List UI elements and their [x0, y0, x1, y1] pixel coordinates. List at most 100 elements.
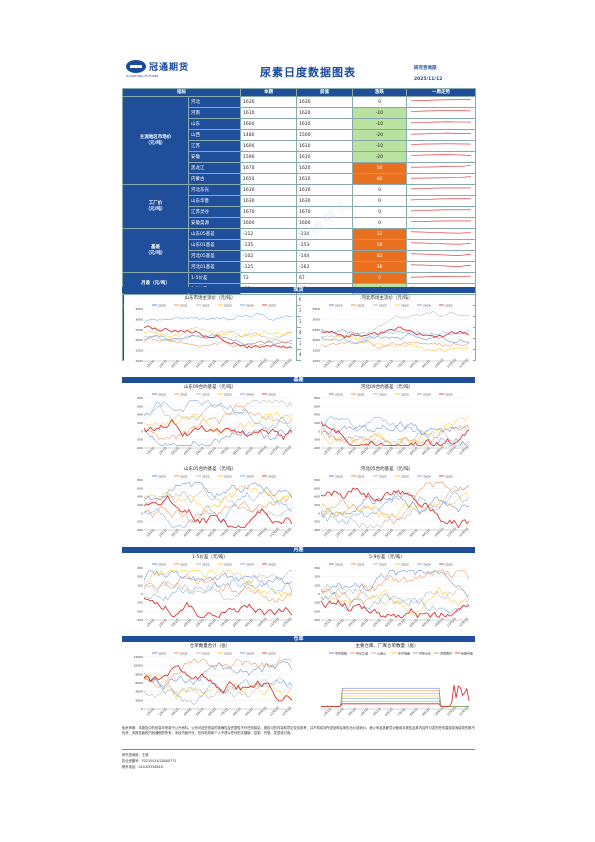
table-row: 月差（元/吨） 1-5价差 72 67 5: [122, 272, 476, 295]
row-label: 山东05基差: [188, 228, 241, 240]
x-tick-label: 7月1日: [397, 618, 407, 628]
row-label: 河南: [188, 107, 241, 119]
series-line: [321, 684, 470, 707]
sparkline-path: [410, 242, 472, 245]
legend-label: 2023: [401, 303, 409, 307]
sparkline: [410, 264, 472, 267]
x-tick-label: 8月1日: [232, 618, 242, 628]
x-tick-label: 4月1日: [183, 618, 193, 628]
legend-label: 2025: [268, 651, 276, 655]
x-tick-label: 3月1日: [170, 528, 180, 538]
x-tick-label: 9月1日: [421, 618, 431, 628]
x-tick-label: 9月1日: [421, 528, 431, 538]
chart-svg: 2020 2021 2022 2023 2024 2025 3500 3000 2500 2000…: [312, 303, 469, 368]
x-tick-label: 12月1日: [281, 617, 292, 628]
series-line: [320, 425, 469, 446]
legend-label: 2021: [180, 392, 188, 396]
table-row: 江苏灵谷 1670 1670 0: [123, 206, 476, 218]
table-row: 江苏 1600 1610 -10: [123, 140, 476, 152]
row-label: 山东华鲁: [188, 195, 241, 207]
x-tick-label: 10月1日: [434, 617, 445, 628]
current-value: 1630: [240, 96, 297, 108]
previous-value: 1610: [296, 184, 353, 196]
sparkline: [410, 209, 471, 212]
chart-svg: 2020 2021 2022 2023 2024 2025 12000 10000 8000 60…: [133, 651, 293, 717]
current-value: 1670: [240, 206, 297, 218]
y-tick-label: 6000: [135, 681, 143, 685]
series-line: [320, 416, 470, 446]
y-tick-label: 2000: [135, 698, 143, 702]
series-line: [143, 400, 293, 431]
x-tick-label: 2月1日: [158, 359, 168, 369]
section-band-spread: 月差: [122, 547, 475, 553]
series-line: [143, 673, 293, 700]
x-tick-label: 4月1日: [183, 707, 193, 717]
series-line: [320, 570, 470, 597]
contact-phone: 联系电话：010-85356618: [122, 765, 163, 769]
x-tick-label: 8月1日: [409, 446, 419, 456]
x-tick-label: 8月1日: [232, 707, 242, 717]
trend-cell: [406, 250, 476, 262]
x-tick-label: 10月1日: [257, 617, 268, 628]
series-line: [320, 486, 470, 528]
current-value: 1610: [240, 184, 297, 196]
previous-value: 1620: [296, 162, 353, 174]
legend-label: 2023: [224, 651, 232, 655]
legend-label: 2025: [268, 562, 276, 566]
x-tick-label: 6月1日: [384, 528, 394, 538]
x-tick-label: 11月1日: [269, 527, 280, 538]
chart-title: 山东09合约基差（元/吨）: [183, 385, 237, 390]
y-tick-label: 0: [141, 707, 143, 711]
y-tick-label: 600: [137, 486, 143, 490]
series-line: [143, 659, 293, 688]
sparkline-path: [410, 220, 471, 222]
x-tick-label: 4月1日: [183, 446, 193, 456]
change-value: 0: [352, 217, 407, 229]
legend-label: 河南晋开: [440, 650, 452, 655]
y-tick-label: 1000: [135, 359, 143, 363]
sparkline-path: [410, 176, 472, 179]
sparkline-path: [410, 121, 472, 124]
chart-title: 主要仓库、厂库仓单数量（张）: [355, 644, 419, 649]
x-tick-label: 1月1日: [146, 528, 156, 538]
sparkline: [410, 253, 472, 256]
legend-label: 东平瑞星: [398, 650, 410, 655]
legend-label: 2020: [158, 392, 166, 396]
change-value: 0: [352, 184, 407, 196]
previous-value: 1610: [296, 118, 353, 130]
x-tick-label: 5月1日: [372, 446, 382, 456]
y-tick-label: 800: [137, 478, 143, 482]
group-label: 基差 （元/吨）: [122, 228, 189, 273]
legend-label: 2025: [445, 392, 453, 396]
row-label: 山东: [188, 118, 241, 130]
sparkline: [410, 242, 472, 245]
legend-label: 2020: [158, 474, 166, 478]
y-tick-label: 0: [318, 511, 320, 515]
x-tick-label: 9月1日: [244, 618, 254, 628]
y-tick-label: -200: [313, 438, 320, 442]
x-tick-label: 6月1日: [384, 618, 394, 628]
row-label: 黑龙江: [188, 162, 241, 174]
sparkline: [410, 99, 471, 101]
y-tick-label: 400: [314, 495, 320, 499]
x-tick-label: 11月1日: [269, 617, 280, 628]
x-tick-label: 11月1日: [446, 445, 457, 456]
legend-label: 2025: [445, 303, 453, 307]
series-line: [320, 492, 470, 520]
x-tick-label: 5月1日: [195, 618, 205, 628]
legend-label: 中农控股: [335, 650, 347, 655]
current-value: -135: [240, 239, 297, 251]
row-label: 安徽昊源: [188, 217, 241, 229]
x-tick-label: 11月1日: [446, 706, 457, 717]
current-value: -125: [240, 261, 297, 273]
row-label: 江苏灵谷: [188, 206, 241, 218]
y-tick-label: 1500: [135, 349, 143, 353]
legend-label: 2024: [246, 303, 254, 307]
report-date: 2025/11/12: [414, 77, 443, 82]
series-line: [143, 330, 293, 342]
sparkline: [410, 110, 472, 112]
legend-label: 2024: [423, 303, 431, 307]
legend-label: 2021: [180, 303, 188, 307]
x-tick-label: 8月1日: [232, 528, 242, 538]
row-label: 河北05基差: [188, 250, 241, 262]
